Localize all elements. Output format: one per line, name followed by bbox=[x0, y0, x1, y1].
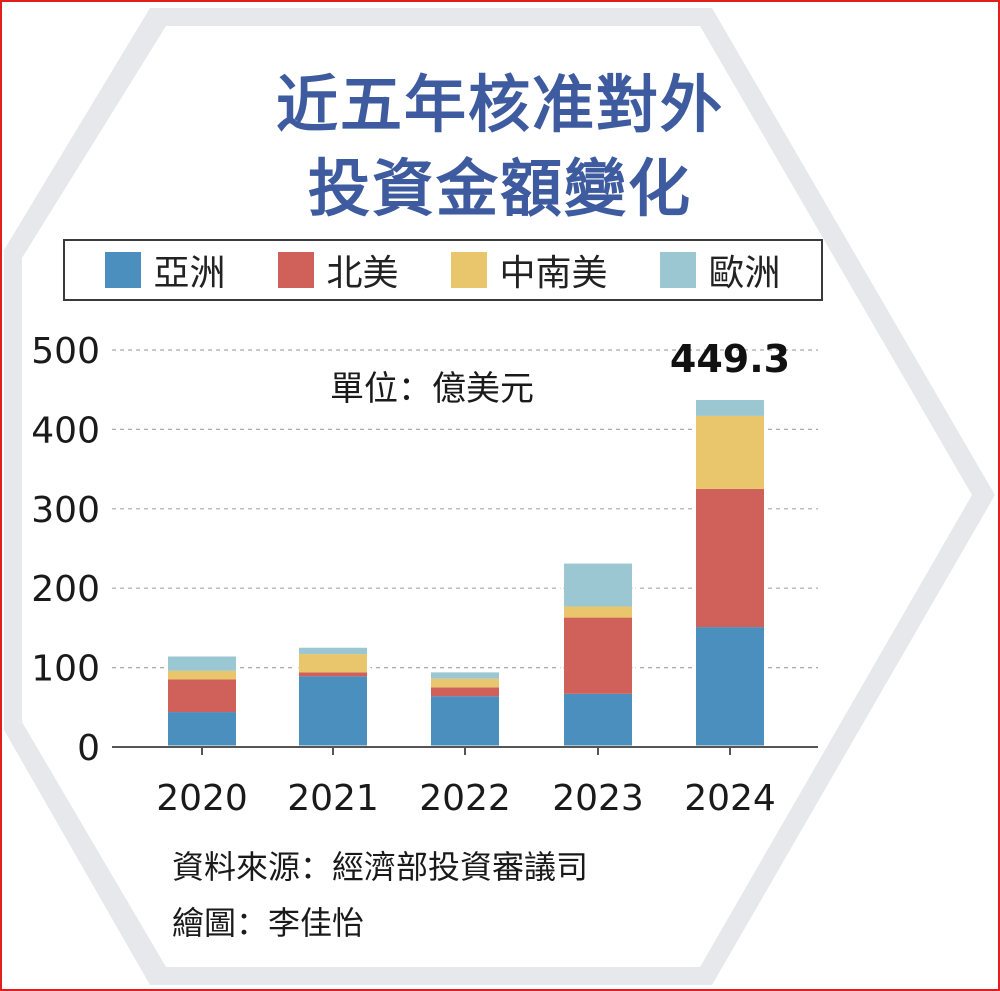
bar-segment-2023-2 bbox=[564, 606, 632, 618]
legend-swatch-asia bbox=[105, 252, 142, 288]
x-tick-label-2022: 2022 bbox=[419, 778, 511, 819]
bar-segment-2021-1 bbox=[299, 672, 367, 677]
source-note: 資料來源：經濟部投資審議司 bbox=[172, 848, 589, 886]
x-tick-label-2024: 2024 bbox=[684, 778, 776, 819]
y-tick-label-400: 400 bbox=[31, 410, 100, 451]
legend-item-asia: 亞洲 bbox=[105, 244, 226, 296]
bar-segment-2020-2 bbox=[168, 670, 236, 680]
bar-segment-2020-1 bbox=[168, 679, 236, 713]
x-tick-label-2021: 2021 bbox=[287, 778, 379, 819]
legend-label-north-america: 北美 bbox=[326, 253, 399, 294]
y-tick-label-500: 500 bbox=[31, 331, 100, 372]
bar-segment-2022-0 bbox=[431, 696, 499, 747]
bar-segment-2021-3 bbox=[299, 647, 367, 655]
legend-swatch-latin-america bbox=[451, 252, 488, 288]
bar-segment-2021-0 bbox=[299, 676, 367, 747]
chart-title-line-1: 近五年核准對外 bbox=[275, 68, 724, 141]
legend-label-europe: 歐洲 bbox=[708, 253, 781, 294]
bar-segment-2024-3 bbox=[696, 400, 764, 416]
bar-stack-2020 bbox=[164, 652, 240, 749]
legend: 亞洲 北美 中南美 歐洲 bbox=[63, 239, 823, 301]
bars bbox=[164, 396, 768, 749]
legend-swatch-europe bbox=[660, 252, 697, 288]
legend-item-latin-america: 中南美 bbox=[451, 244, 608, 296]
bar-segment-2024-0 bbox=[696, 627, 764, 747]
y-tick-label-300: 300 bbox=[31, 490, 100, 531]
x-axis-ticks: 2020 2021 2022 2023 2024 bbox=[156, 747, 776, 819]
legend-item-europe: 歐洲 bbox=[660, 244, 781, 296]
bar-segment-2020-0 bbox=[168, 712, 236, 747]
y-axis-ticks: 0 100 200 300 400 500 bbox=[31, 331, 100, 769]
gridlines bbox=[112, 349, 818, 669]
unit-label: 單位：億美元 bbox=[330, 369, 534, 409]
legend-label-latin-america: 中南美 bbox=[499, 253, 608, 294]
bar-segment-2022-2 bbox=[431, 678, 499, 688]
bar-segment-2024-2 bbox=[696, 415, 764, 489]
y-tick-label-0: 0 bbox=[77, 728, 100, 769]
bar-segment-2021-2 bbox=[299, 654, 367, 673]
credit-note: 繪圖：李佳怡 bbox=[172, 904, 365, 942]
y-tick-label-200: 200 bbox=[31, 569, 100, 610]
chart-title-line-2: 投資金額變化 bbox=[307, 152, 692, 225]
y-tick-label-100: 100 bbox=[31, 649, 100, 690]
bar-segment-2023-1 bbox=[564, 617, 632, 694]
bar-stack-2023 bbox=[560, 560, 636, 749]
bar-segment-2020-3 bbox=[168, 656, 236, 671]
legend-item-north-america: 北美 bbox=[278, 244, 399, 296]
legend-label-asia: 亞洲 bbox=[153, 253, 226, 294]
bar-stack-2022 bbox=[427, 668, 503, 749]
bar-stack-2021 bbox=[295, 644, 371, 749]
bar-segment-2024-1 bbox=[696, 488, 764, 628]
x-tick-label-2020: 2020 bbox=[156, 778, 248, 819]
bar-segment-2023-3 bbox=[564, 563, 632, 607]
bar-segment-2022-1 bbox=[431, 687, 499, 697]
x-tick-label-2023: 2023 bbox=[552, 778, 644, 819]
bar-segment-2023-0 bbox=[564, 693, 632, 747]
total-annotation: 449.3 bbox=[670, 337, 790, 381]
legend-swatch-north-america bbox=[278, 252, 315, 288]
bar-segment-2022-3 bbox=[431, 672, 499, 679]
bar-stack-2024 bbox=[692, 396, 768, 749]
